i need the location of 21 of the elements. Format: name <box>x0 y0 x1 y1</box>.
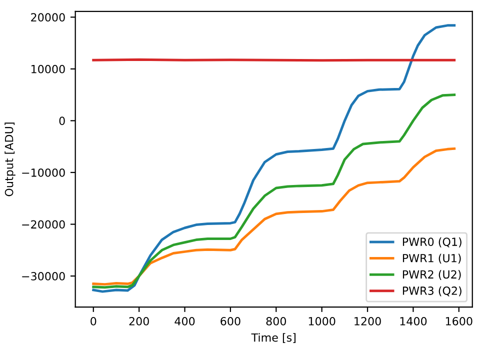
legend-label: PWR0 (Q1) <box>402 237 462 248</box>
x-tick-label: 200 <box>129 317 149 326</box>
legend-label: PWR2 (U2) <box>402 270 461 280</box>
y-tick-label: 20000 <box>31 13 65 22</box>
legend-label: PWR3 (Q2) <box>402 286 462 296</box>
x-tick-label: 1000 <box>308 317 336 326</box>
x-tick-label: 1400 <box>400 317 427 326</box>
x-tick-label: 400 <box>174 317 195 326</box>
y-tick-label: −20000 <box>22 220 65 229</box>
x-tick-label: 1200 <box>354 317 381 326</box>
x-tick-label: 600 <box>220 317 240 326</box>
x-tick-label: 800 <box>266 317 286 326</box>
x-tick-label: 1600 <box>446 317 472 326</box>
y-tick-label: −30000 <box>22 272 65 280</box>
legend-label: PWR1 (U1) <box>402 254 461 264</box>
y-tick-label: −10000 <box>22 168 65 177</box>
x-tick-label: 0 <box>90 317 96 326</box>
y-tick-label: 10000 <box>32 64 65 74</box>
x-axis-title: Time [s] <box>251 333 296 344</box>
y-axis-title: Output [ADU] <box>4 122 16 196</box>
y-tick-label: 0 <box>59 116 65 126</box>
